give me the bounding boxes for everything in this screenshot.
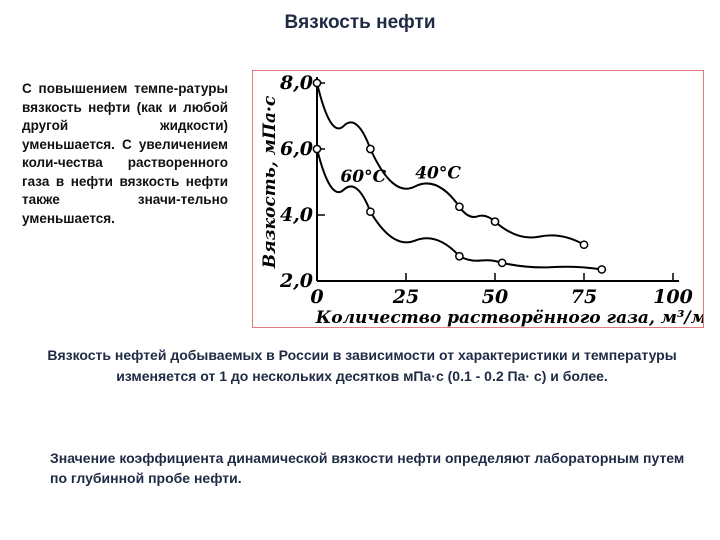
y-tick-label: 2,0 bbox=[279, 270, 313, 292]
data-point bbox=[366, 144, 375, 154]
data-point bbox=[490, 217, 500, 226]
temperature-gas-paragraph: С повышением темпе-ратуры вязкость нефти… bbox=[22, 81, 228, 226]
viscosity-chart: 2,0 4,0 6,0 8,0 0 25 50 75 100 Количество раствор… bbox=[252, 70, 704, 328]
data-point bbox=[597, 265, 607, 274]
lab-measurement-note: Значение коэффициента динамической вязко… bbox=[50, 450, 685, 486]
x-tick-label: 0 bbox=[310, 286, 323, 308]
x-tick-label: 100 bbox=[653, 286, 693, 308]
data-point bbox=[455, 251, 464, 261]
y-tick-label: 4,0 bbox=[280, 204, 313, 226]
x-tick-label: 25 bbox=[392, 286, 419, 308]
y-tick-label: 6,0 bbox=[280, 138, 313, 160]
data-point bbox=[455, 202, 464, 212]
data-point bbox=[497, 258, 507, 268]
x-axis-title: Количество растворённого газа, м³/м³ bbox=[315, 308, 703, 327]
data-point bbox=[312, 78, 322, 88]
y-tick-label: 8,0 bbox=[279, 72, 313, 94]
data-point bbox=[366, 207, 375, 217]
data-point bbox=[579, 240, 589, 250]
data-point bbox=[312, 144, 322, 154]
series-label-60c: 60°C bbox=[340, 167, 386, 187]
russia-viscosity-caption: Вязкость нефтей добываемых в России в за… bbox=[47, 347, 677, 384]
x-tick-label: 75 bbox=[571, 286, 597, 308]
series-label-40c: 40°C bbox=[415, 164, 461, 184]
page-title: Вязкость нефти bbox=[284, 12, 436, 33]
y-axis-title: Вязкость, мПа·с bbox=[260, 95, 280, 269]
x-tick-label: 50 bbox=[482, 286, 508, 308]
